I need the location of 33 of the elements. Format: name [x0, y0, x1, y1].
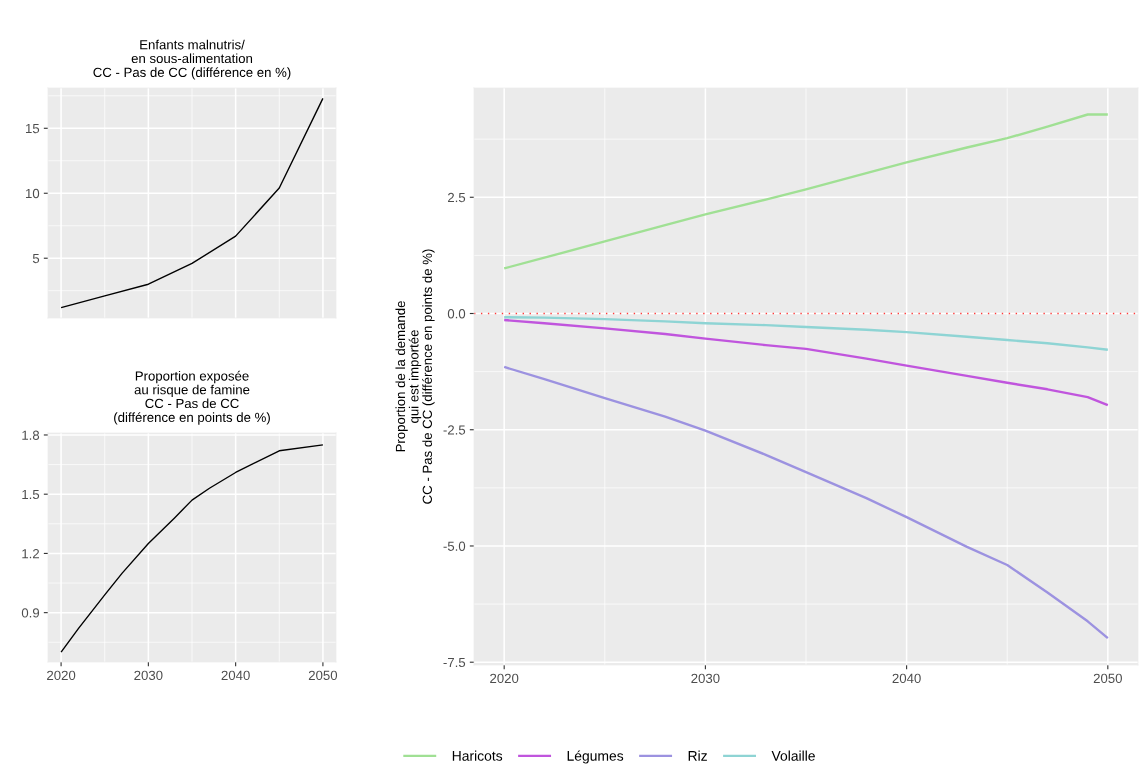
legend-label: Riz — [688, 750, 707, 761]
legend-label: Haricots — [452, 750, 503, 761]
legend-label: Volaille — [771, 750, 815, 761]
legend-label: Légumes — [567, 750, 624, 764]
y-tick-label: -7.5 — [443, 657, 466, 668]
x-tick-label: 2020 — [490, 673, 519, 684]
chart-title: Proportion exposée au risque de famine CC - Pas de CC (différence en points de %) — [114, 370, 270, 425]
x-tick-label: 2030 — [134, 670, 163, 681]
line-series — [503, 318, 1109, 407]
line-series — [503, 365, 1109, 640]
chart-title: Enfants malnutris/ en sous-alimentation CC - Pas de CC (différence en %) — [93, 39, 291, 80]
y-axis-title: Proportion de la demande qui est importée CC - Pas de CC (différence en points de %) — [395, 249, 435, 504]
x-tick-label: 2040 — [221, 670, 250, 681]
y-tick-label: 15 — [26, 123, 40, 134]
line-series — [60, 444, 324, 653]
y-tick-label: 1.8 — [22, 430, 40, 440]
y-tick-label: 5 — [32, 253, 40, 264]
y-tick-label: 2.5 — [447, 192, 466, 203]
line-series — [503, 316, 1109, 351]
y-tick-label: 0.0 — [447, 309, 466, 319]
x-tick-label: 2040 — [892, 673, 921, 684]
x-tick-label: 2050 — [1093, 673, 1122, 684]
y-tick-label: 0.9 — [21, 608, 40, 618]
y-tick-label: 1.2 — [22, 548, 40, 559]
x-tick-label: 2030 — [691, 673, 720, 684]
line-series — [503, 113, 1109, 270]
y-tick-label: -2.5 — [443, 425, 466, 435]
y-tick-label: -5.0 — [443, 541, 466, 551]
x-tick-label: 2050 — [308, 670, 338, 681]
line-series — [60, 97, 324, 309]
y-tick-label: 10 — [26, 188, 40, 199]
y-tick-label: 1.5 — [22, 489, 40, 500]
x-tick-label: 2020 — [47, 670, 76, 681]
